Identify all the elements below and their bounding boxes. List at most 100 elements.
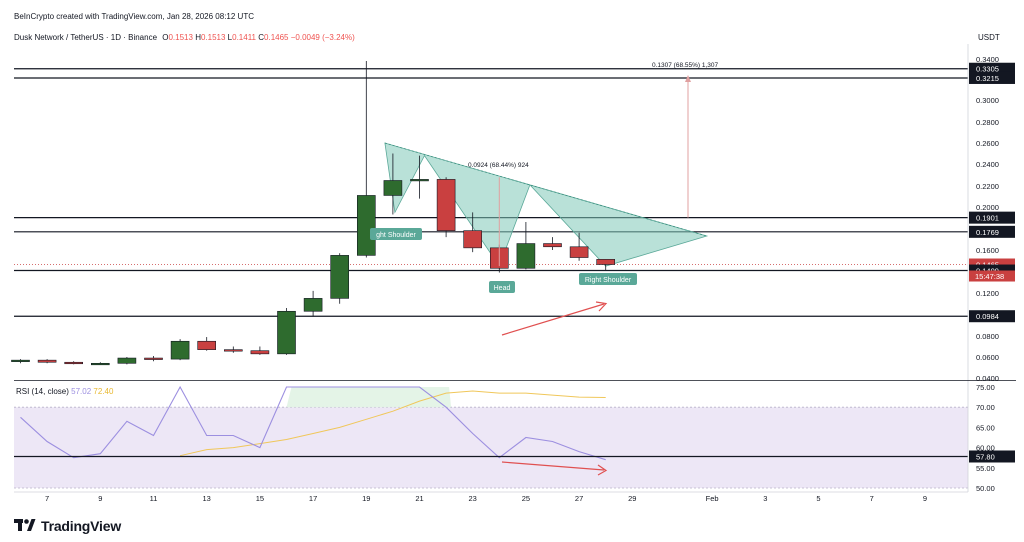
time-tick-label: 21 bbox=[415, 494, 423, 503]
price-label: 0.0984 bbox=[976, 312, 999, 321]
candle-body bbox=[569, 246, 589, 258]
candle-body bbox=[277, 310, 296, 355]
price-tick-label: 0.2200 bbox=[976, 182, 999, 191]
rsi-tick-label: 60.00 bbox=[976, 444, 995, 453]
low-value: 0.1411 bbox=[232, 33, 256, 42]
candle-body bbox=[37, 359, 57, 363]
time-tick-label: 7 bbox=[45, 494, 49, 503]
time-tick-label: 5 bbox=[816, 494, 820, 503]
candle-body bbox=[516, 243, 536, 269]
time-tick-label: Feb bbox=[706, 494, 719, 503]
rsi-ma-line bbox=[179, 390, 606, 457]
rsi-tick-label: 50.00 bbox=[976, 484, 995, 493]
open-value: 0.1513 bbox=[168, 33, 193, 42]
price-label-bg bbox=[969, 71, 1015, 84]
tradingview-logo: TradingView bbox=[14, 518, 121, 534]
price-tick-label: 0.3400 bbox=[976, 55, 999, 64]
tradingview-logo-text: TradingView bbox=[41, 518, 122, 534]
time-tick-label: 17 bbox=[309, 494, 317, 503]
head-shoulders-pattern bbox=[384, 142, 709, 267]
rsi-band bbox=[14, 407, 968, 488]
candle-body bbox=[410, 179, 429, 182]
candle-body bbox=[330, 255, 350, 299]
target-arrow-head bbox=[685, 74, 691, 82]
pattern-height-annotation: 0.0924 (68.44%) 924 bbox=[468, 162, 529, 169]
candle-body bbox=[117, 357, 137, 364]
close-label: C bbox=[258, 33, 265, 42]
tradingview-logo-icon bbox=[14, 519, 36, 531]
price-tick-label: 0.3000 bbox=[976, 96, 999, 105]
time-tick-label: 13 bbox=[203, 494, 211, 503]
close-value: 0.1465 bbox=[264, 33, 289, 42]
attribution-text: BeInCrypto created with TradingView.com,… bbox=[14, 12, 254, 21]
price-tick-label: 0.0400 bbox=[976, 374, 999, 383]
price-trend-arrow bbox=[501, 303, 605, 336]
time-tick-label: 27 bbox=[575, 494, 583, 503]
price-tick-label: 0.0800 bbox=[976, 332, 999, 341]
candle-body bbox=[11, 359, 30, 362]
price-tick-label: 0.2800 bbox=[976, 118, 999, 127]
rsi-level-bg bbox=[969, 450, 1015, 463]
rsi-tick-label: 75.00 bbox=[976, 383, 995, 392]
price-label-bg bbox=[969, 62, 1015, 75]
rsi-legend-value: 57.02 bbox=[71, 387, 92, 396]
time-tick-label: 9 bbox=[923, 494, 927, 503]
candle-body bbox=[596, 259, 616, 265]
candle-body bbox=[356, 195, 376, 256]
price-tick-label: 0.1200 bbox=[976, 289, 999, 298]
candle-body bbox=[197, 340, 216, 350]
time-tick-label: 3 bbox=[763, 494, 767, 503]
rsi-ma-legend-value: 72.40 bbox=[93, 387, 114, 396]
currency-unit: USDT bbox=[978, 33, 1000, 42]
head-label-bg bbox=[489, 281, 515, 293]
price-tick-label: 0.0600 bbox=[976, 353, 999, 362]
price-label-bg bbox=[969, 211, 1015, 224]
price-label-bg bbox=[969, 310, 1015, 323]
candle-body bbox=[463, 230, 483, 249]
candle-body bbox=[144, 357, 163, 360]
rsi-tick-label: 65.00 bbox=[976, 423, 995, 432]
time-tick-label: 9 bbox=[98, 494, 102, 503]
price-label: 0.3305 bbox=[976, 65, 999, 74]
candle-body bbox=[91, 362, 110, 366]
candle-body bbox=[436, 179, 456, 231]
rsi-level-label: 57.80 bbox=[976, 452, 995, 461]
price-tick-label: 0.2000 bbox=[976, 203, 999, 212]
rsi-tick-label: 55.00 bbox=[976, 464, 995, 473]
time-tick-label: 11 bbox=[150, 494, 158, 503]
countdown-label: 15:47:38 bbox=[975, 272, 1004, 281]
candle-body bbox=[543, 243, 562, 248]
time-tick-label: 25 bbox=[522, 494, 530, 503]
price-label: 0.3215 bbox=[976, 74, 999, 83]
rsi-tick-label: 70.00 bbox=[976, 403, 995, 412]
left-shoulder-label-bg bbox=[370, 228, 422, 240]
time-tick-label: 7 bbox=[870, 494, 874, 503]
price-tick-label: 0.2600 bbox=[976, 139, 999, 148]
high-value: 0.1513 bbox=[200, 33, 226, 42]
right-shoulder-label-bg bbox=[579, 273, 637, 285]
price-label: 0.1901 bbox=[976, 214, 999, 223]
candle-body bbox=[224, 349, 243, 352]
price-trend-arrowhead bbox=[595, 301, 608, 312]
price-tick-label: 0.1600 bbox=[976, 246, 999, 255]
high-label: H bbox=[195, 33, 201, 42]
symbol-title: Dusk Network / TetherUS · 1D · Binance bbox=[14, 33, 158, 42]
left-shoulder-label: ght Shoulder bbox=[376, 232, 416, 239]
rsi-trend-arrow bbox=[501, 461, 605, 471]
time-tick-label: 15 bbox=[256, 494, 264, 503]
change-value: −0.0049 (−3.24%) bbox=[290, 33, 355, 42]
rsi-line bbox=[20, 385, 606, 461]
candle-body bbox=[64, 361, 83, 365]
rsi-legend: RSI (14, close) 57.02 72.40 bbox=[16, 387, 113, 396]
target-annotation: 0.1307 (68.55%) 1,307 bbox=[652, 62, 719, 69]
candle-body bbox=[170, 340, 190, 360]
open-label: O bbox=[162, 33, 169, 42]
time-tick-label: 23 bbox=[469, 494, 477, 503]
candle-body bbox=[303, 298, 323, 312]
rsi-overbought-fill bbox=[286, 387, 452, 408]
price-label-bg bbox=[969, 225, 1015, 238]
head-label: Head bbox=[494, 285, 511, 292]
countdown-bg bbox=[969, 270, 1015, 282]
low-label: L bbox=[227, 33, 233, 42]
